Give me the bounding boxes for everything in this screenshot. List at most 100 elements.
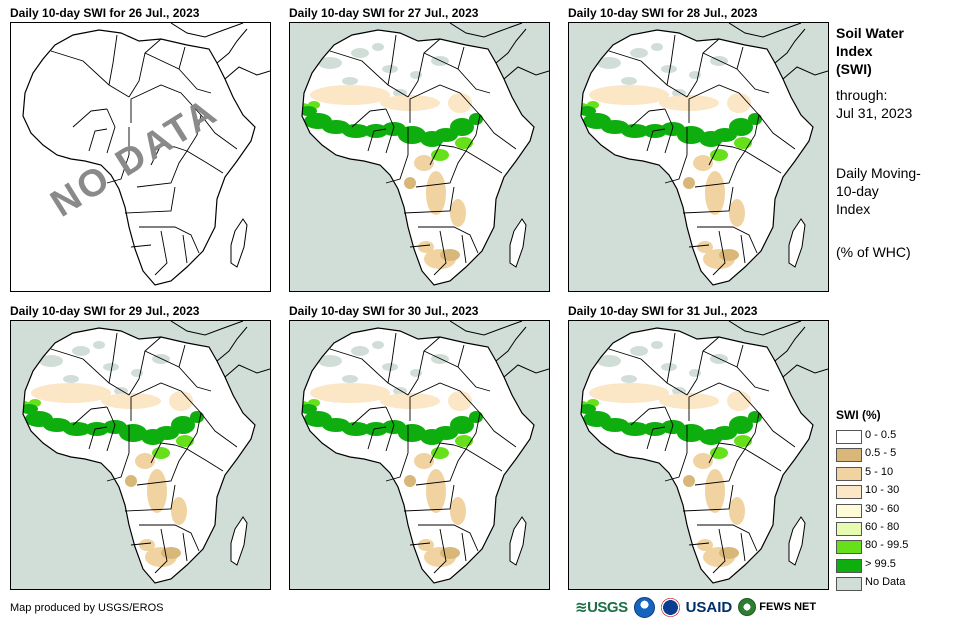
country-border	[666, 332, 676, 384]
agency-logos: ≋USGS USAID FEWS NET	[575, 594, 816, 620]
country-border	[385, 406, 395, 452]
country-border	[385, 154, 409, 184]
africa-outline	[580, 327, 814, 584]
country-border	[415, 448, 467, 486]
country-border	[744, 150, 782, 174]
wet-area	[748, 411, 762, 423]
dry-area	[414, 453, 434, 469]
country-border	[740, 234, 746, 264]
wet-area	[302, 106, 317, 116]
map-frame	[10, 320, 271, 590]
map-panel-6: Daily 10-day SWI for 31 Jul., 2023	[568, 304, 829, 590]
country-border	[712, 230, 726, 276]
through-value: Jul 31, 2023	[836, 105, 913, 121]
africa-outline	[22, 29, 256, 286]
country-border	[108, 34, 118, 86]
country-border	[664, 108, 674, 154]
dry-area	[414, 155, 434, 171]
country-border	[465, 150, 503, 174]
swi-overlay	[302, 341, 483, 567]
country-border	[106, 452, 130, 482]
country-border	[178, 68, 212, 94]
africa-outline	[301, 327, 535, 584]
country-border	[686, 336, 720, 396]
no-data-patch	[630, 346, 648, 356]
country-border	[186, 150, 224, 174]
dry-area	[589, 383, 669, 403]
country-border	[130, 244, 152, 248]
dry-area	[693, 453, 713, 469]
units-label: (% of WHC)	[836, 244, 911, 260]
country-border	[418, 524, 479, 552]
country-border	[736, 366, 770, 392]
moist-area	[431, 149, 449, 161]
map-credit: Map produced by USGS/EROS	[10, 602, 164, 614]
no-data-patch	[651, 43, 663, 51]
wet-area	[621, 422, 649, 436]
no-data-patch	[382, 363, 398, 371]
country-border	[664, 406, 674, 452]
country-border	[453, 114, 481, 152]
country-border	[697, 226, 758, 254]
country-border	[106, 406, 116, 452]
panel-title: Daily 10-day SWI for 30 Jul., 2023	[289, 304, 479, 318]
country-border	[128, 425, 176, 464]
country-border	[407, 127, 455, 166]
dry-area	[448, 93, 472, 113]
africa-outline	[22, 327, 256, 584]
no-data-patch	[372, 43, 384, 51]
noaa-logo-icon	[633, 596, 655, 618]
no-data-patch	[393, 387, 407, 395]
country-border	[174, 114, 202, 152]
wet-area	[302, 404, 317, 414]
wet-area	[748, 113, 762, 125]
country-border	[329, 50, 409, 98]
country-border	[465, 448, 503, 472]
country-border	[136, 448, 188, 486]
map-panel-2: Daily 10-day SWI for 27 Jul., 2023	[289, 6, 550, 292]
legend-label: 60 - 80	[865, 520, 900, 533]
moist-area	[455, 435, 473, 447]
wet-area	[677, 126, 705, 144]
dry-area	[450, 497, 466, 525]
panel-title: Daily 10-day SWI for 28 Jul., 2023	[568, 6, 758, 20]
country-border	[351, 108, 387, 128]
moist-area	[455, 137, 473, 149]
usgs-logo: ≋USGS	[575, 598, 628, 616]
wet-area	[729, 416, 753, 434]
country-border	[688, 382, 760, 421]
usgs-wave-icon: ≋	[575, 599, 588, 616]
desc-line: Index	[836, 201, 871, 217]
no-data-patch	[672, 89, 686, 97]
legend-swatch	[836, 503, 862, 518]
wet-area	[171, 416, 195, 434]
wet-area	[342, 422, 370, 436]
map-frame	[289, 320, 550, 590]
dry-area	[125, 475, 137, 487]
wet-area	[450, 416, 474, 434]
moist-area	[710, 149, 728, 161]
panel-title: Daily 10-day SWI for 29 Jul., 2023	[10, 304, 200, 318]
country-border	[182, 532, 188, 562]
dry-area	[169, 391, 193, 411]
country-border	[433, 230, 447, 276]
heading-line: Index	[836, 43, 873, 59]
no-data-patch	[114, 387, 128, 395]
no-data-patch	[597, 57, 621, 69]
africa-outline	[580, 29, 814, 286]
country-border	[694, 150, 746, 188]
wet-area	[581, 106, 596, 116]
country-border	[72, 406, 108, 426]
country-border	[407, 425, 455, 464]
country-border	[130, 382, 202, 421]
heading-line: (SWI)	[836, 61, 872, 77]
legend-label: 30 - 60	[865, 502, 900, 515]
country-border	[108, 332, 118, 384]
legend-swatch	[836, 577, 862, 592]
no-data-patch	[342, 375, 358, 383]
wet-area	[469, 113, 483, 125]
fewsnet-globe-icon	[738, 598, 757, 616]
country-border	[732, 114, 760, 152]
wet-area	[119, 424, 147, 442]
country-border	[128, 336, 162, 396]
